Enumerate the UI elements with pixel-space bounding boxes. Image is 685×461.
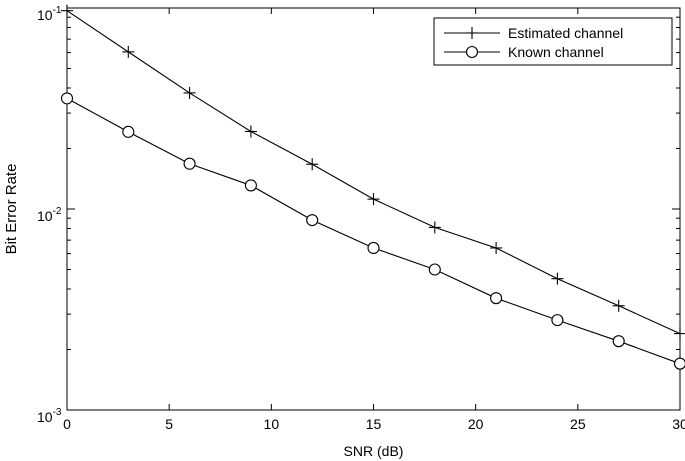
plot-area [66,7,681,411]
series-1-point-1 [122,125,135,138]
x-tick-label: 5 [165,416,173,432]
series-0-point-2 [183,86,196,99]
y-tick-label: 10-1 [37,5,62,23]
series-1-point-10 [673,357,685,370]
x-tick-label: 20 [468,416,484,432]
series-1-point-8 [551,314,564,327]
series-1-point-2 [183,157,196,170]
axis-ticks: 0 5 10 15 20 25 30 10-3 10-2 10-1 [37,5,685,432]
series-1-point-7 [490,292,503,305]
legend-marker-0 [466,27,478,39]
series-0-point-0 [61,4,73,17]
series-0-point-7 [490,241,503,254]
series-1-point-9 [612,335,625,348]
legend-label-1: Known channel [508,44,604,60]
series-layer [60,4,685,370]
series-0-point-3 [244,125,257,138]
series-0-point-5 [367,193,380,206]
legend: Estimated channel Known channel [433,17,673,66]
series-0-point-8 [551,272,564,285]
y-tick-label: 10-3 [37,407,62,425]
series-0-point-1 [122,45,135,58]
legend-marker-1 [465,45,479,59]
legend-label-0: Estimated channel [508,25,623,41]
y-tick-label: 10-2 [37,206,62,224]
series-0-point-6 [428,221,441,234]
y-axis-label: Bit Error Rate [3,164,20,255]
series-1-point-3 [244,179,257,192]
x-tick-label: 10 [264,416,280,432]
x-tick-label: 25 [570,416,586,432]
series-1-point-6 [428,263,441,276]
series-0-point-4 [306,158,319,171]
x-tick-label: 15 [366,416,382,432]
series-1-point-0 [60,92,74,105]
series-1-point-4 [306,214,319,227]
x-tick-label: 30 [672,416,685,432]
series-1-point-5 [367,241,380,255]
series-0-point-9 [612,299,625,312]
series-0-point-10 [674,327,685,340]
x-axis-label: SNR (dB) [344,443,404,459]
x-tick-label: 0 [63,416,71,432]
